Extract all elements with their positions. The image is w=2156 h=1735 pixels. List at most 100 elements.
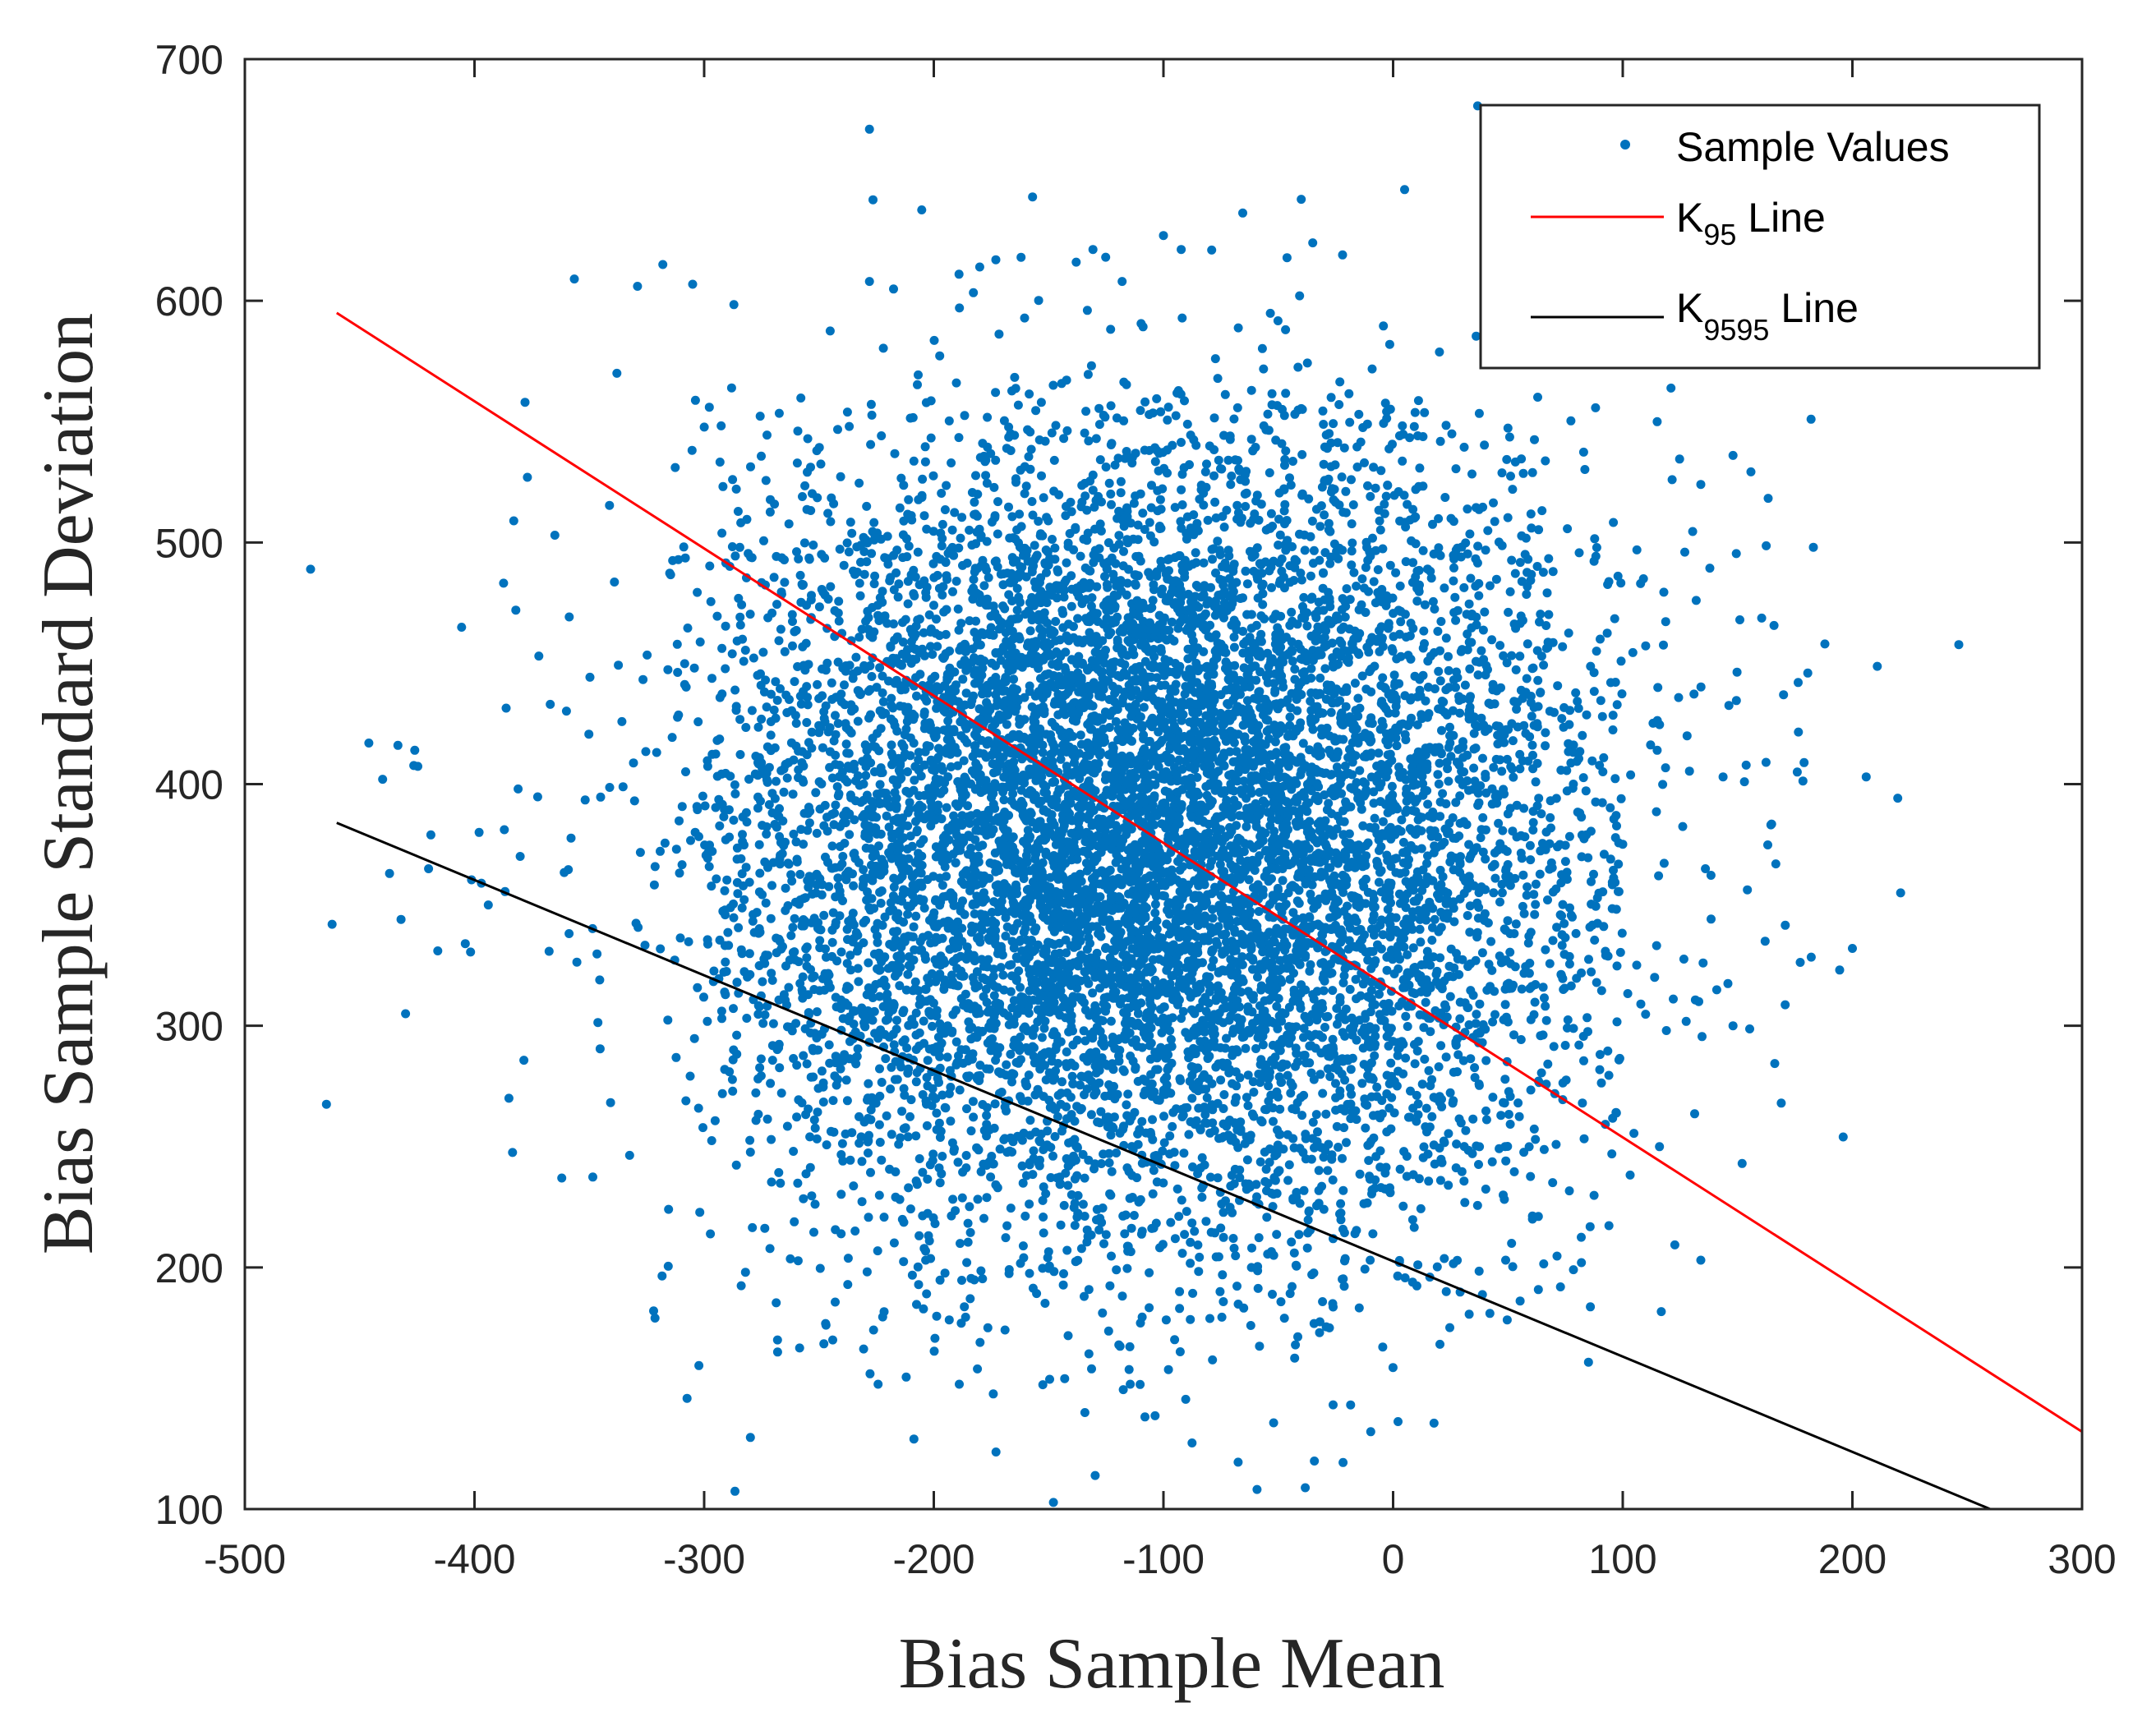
scatter-point bbox=[1229, 642, 1239, 652]
scatter-point bbox=[1256, 499, 1266, 509]
scatter-point bbox=[739, 656, 749, 666]
scatter-point bbox=[635, 848, 645, 858]
scatter-point bbox=[1123, 1089, 1133, 1099]
scatter-point bbox=[1145, 445, 1154, 455]
scatter-point bbox=[1297, 449, 1307, 459]
scatter-point bbox=[675, 816, 684, 826]
scatter-point bbox=[863, 1114, 873, 1123]
scatter-point bbox=[786, 870, 796, 880]
scatter-point bbox=[853, 1044, 863, 1054]
scatter-point bbox=[828, 908, 838, 918]
scatter-point bbox=[804, 738, 813, 748]
scatter-point bbox=[961, 1151, 971, 1160]
scatter-point bbox=[1107, 1251, 1116, 1261]
scatter-point bbox=[730, 551, 740, 561]
scatter-point bbox=[786, 738, 796, 748]
scatter-point bbox=[1461, 1125, 1471, 1135]
scatter-point bbox=[1508, 1262, 1518, 1272]
scatter-point bbox=[1346, 1400, 1356, 1410]
scatter-point bbox=[1410, 1059, 1420, 1069]
scatter-point bbox=[956, 533, 965, 543]
scatter-point bbox=[874, 841, 883, 851]
scatter-point bbox=[856, 557, 865, 567]
scatter-point bbox=[1344, 389, 1354, 398]
scatter-point bbox=[1489, 762, 1499, 772]
scatter-point bbox=[1529, 1010, 1539, 1019]
scatter-point bbox=[788, 641, 797, 651]
scatter-point bbox=[1412, 1090, 1421, 1100]
scatter-point bbox=[1555, 1282, 1565, 1291]
scatter-point bbox=[1243, 1101, 1253, 1111]
scatter-point bbox=[1548, 1178, 1558, 1188]
scatter-point bbox=[877, 1155, 887, 1165]
scatter-point bbox=[712, 611, 722, 621]
scatter-point bbox=[784, 983, 794, 992]
scatter-point bbox=[905, 1204, 915, 1214]
scatter-point bbox=[1523, 639, 1532, 649]
scatter-point bbox=[1421, 997, 1430, 1007]
scatter-point bbox=[1205, 1314, 1214, 1323]
scatter-point bbox=[649, 880, 659, 890]
scatter-point bbox=[1495, 897, 1504, 907]
scatter-point bbox=[1430, 1159, 1440, 1169]
scatter-point bbox=[772, 776, 781, 786]
scatter-point bbox=[937, 881, 947, 891]
scatter-point bbox=[1077, 993, 1087, 1003]
scatter-point bbox=[749, 909, 758, 919]
scatter-point bbox=[1352, 994, 1361, 1004]
scatter-point bbox=[1678, 821, 1688, 831]
scatter-point bbox=[720, 886, 730, 895]
scatter-point bbox=[1954, 640, 1964, 650]
scatter-point bbox=[1082, 1084, 1092, 1094]
scatter-point bbox=[1596, 696, 1605, 706]
scatter-point bbox=[897, 1107, 907, 1116]
scatter-point bbox=[1366, 1427, 1375, 1437]
scatter-point bbox=[1358, 821, 1368, 831]
scatter-point bbox=[1530, 909, 1540, 919]
scatter-point bbox=[1393, 1271, 1403, 1281]
scatter-point bbox=[1578, 447, 1588, 457]
scatter-point bbox=[1107, 1167, 1117, 1176]
scatter-point bbox=[652, 748, 661, 757]
scatter-point bbox=[1543, 1059, 1553, 1069]
scatter-point bbox=[865, 1369, 875, 1378]
scatter-point bbox=[893, 592, 903, 602]
scatter-point bbox=[999, 795, 1009, 805]
scatter-point bbox=[738, 830, 747, 840]
scatter-point bbox=[561, 706, 571, 716]
scatter-point bbox=[1357, 1079, 1367, 1088]
scatter-point bbox=[1552, 923, 1562, 932]
scatter-point bbox=[952, 748, 962, 757]
scatter-point bbox=[761, 476, 771, 486]
scatter-point bbox=[956, 619, 966, 628]
scatter-point bbox=[1536, 1068, 1546, 1078]
scatter-point bbox=[1378, 1342, 1388, 1352]
scatter-point bbox=[1473, 670, 1483, 680]
scatter-point bbox=[1200, 583, 1209, 593]
scatter-point bbox=[830, 808, 840, 818]
scatter-point bbox=[815, 804, 825, 814]
scatter-point bbox=[1440, 707, 1449, 717]
scatter-point bbox=[775, 803, 784, 813]
scatter-point bbox=[1117, 1291, 1127, 1301]
scatter-point bbox=[879, 1213, 889, 1222]
scatter-point bbox=[605, 783, 615, 792]
scatter-point bbox=[1219, 1104, 1228, 1113]
scatter-point bbox=[1256, 985, 1266, 995]
scatter-point bbox=[1205, 987, 1214, 996]
scatter-point bbox=[882, 811, 891, 821]
scatter-point bbox=[1199, 647, 1209, 656]
scatter-point bbox=[757, 451, 766, 461]
scatter-point bbox=[1002, 444, 1011, 453]
scatter-point bbox=[1667, 475, 1677, 485]
scatter-point bbox=[803, 434, 813, 444]
scatter-point bbox=[977, 955, 987, 964]
scatter-point bbox=[1548, 936, 1558, 946]
scatter-point bbox=[1319, 420, 1329, 429]
scatter-point bbox=[843, 1254, 853, 1263]
scatter-point bbox=[1689, 689, 1699, 699]
scatter-point bbox=[729, 913, 739, 923]
scatter-point bbox=[1347, 475, 1356, 485]
scatter-point bbox=[1444, 776, 1453, 786]
scatter-point bbox=[836, 1229, 846, 1239]
